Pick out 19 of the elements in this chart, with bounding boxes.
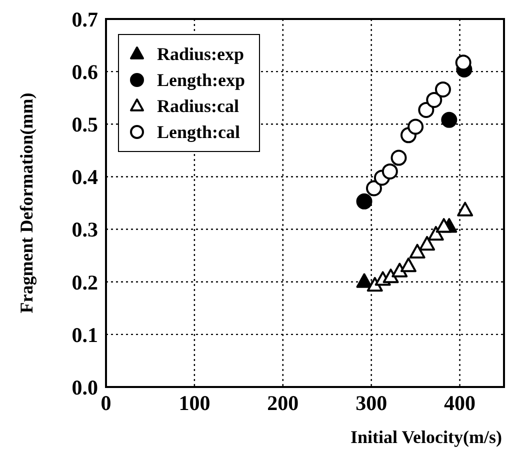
y-tick-label: 0.6 (72, 60, 98, 84)
y-axis-title: Fragment Deformation(mm) (16, 92, 36, 314)
y-tick-label: 0.7 (72, 7, 98, 32)
y-tick-label: 0.4 (72, 165, 98, 190)
y-tick-label: 0.5 (72, 112, 98, 137)
y-tick-label: 0.3 (72, 218, 98, 242)
x-axis-title: Initial Velocity(m/s) (350, 427, 502, 447)
legend-label: Length:cal (157, 122, 240, 142)
legend-label: Radius:exp (157, 44, 244, 64)
x-tick-label: 200 (267, 390, 299, 415)
x-tick-label: 400 (444, 390, 476, 415)
legend-label: Radius:cal (157, 96, 240, 116)
x-tick-label: 100 (178, 390, 210, 415)
y-tick-label: 0.1 (72, 322, 98, 347)
y-tick-label: 0.2 (72, 270, 98, 294)
y-tick-label: 0.0 (72, 375, 98, 400)
x-tick-label: 300 (356, 390, 388, 415)
x-tick-label: 0 (100, 390, 112, 415)
legend-label: Length:exp (157, 70, 246, 90)
